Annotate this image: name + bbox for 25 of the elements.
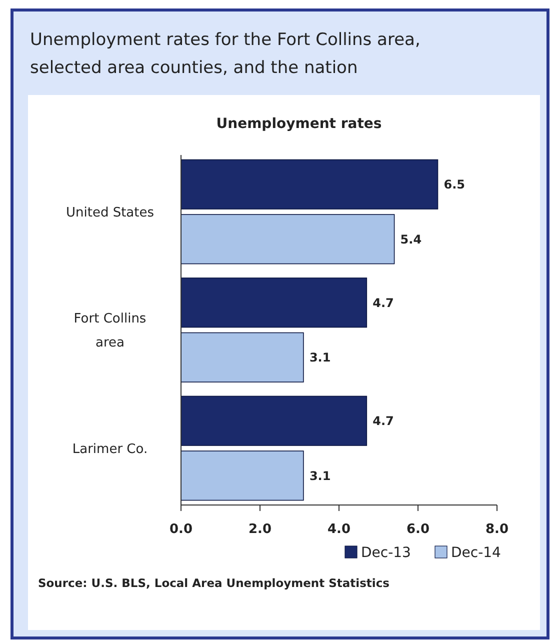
chart-title: Unemployment rates for the Fort Collins area, selected area counties, and the nation — [30, 30, 420, 78]
legend-label: Dec-14 — [451, 544, 502, 561]
data-label: 3.1 — [309, 350, 331, 365]
x-tick-label: 8.0 — [485, 522, 509, 537]
bar — [180, 396, 368, 446]
bar — [180, 450, 304, 501]
x-tick-label: 4.0 — [327, 522, 351, 537]
y-tick-label: Larimer Co. — [72, 442, 148, 457]
data-label: 5.4 — [400, 232, 422, 246]
data-label: 3.1 — [309, 468, 331, 483]
bar — [180, 332, 304, 382]
bar — [180, 214, 395, 264]
y-tick-label: Fort Collins area — [74, 312, 146, 351]
x-tick-label: 2.0 — [248, 522, 272, 537]
x-tick-label: 6.0 — [406, 522, 430, 537]
chart-subtitle: Unemployment rates — [216, 116, 382, 132]
source-note: Source: U.S. BLS, Local Area Unemployment Statistics — [38, 576, 390, 590]
legend-label: Dec-13 — [361, 544, 411, 561]
data-label: 4.7 — [372, 296, 394, 310]
x-tick-label: 0.0 — [169, 522, 193, 537]
y-tick-label: United States — [66, 205, 154, 220]
bar — [180, 278, 368, 328]
data-label: 6.5 — [444, 178, 466, 192]
bar — [180, 159, 438, 210]
data-label: 4.7 — [372, 414, 394, 428]
